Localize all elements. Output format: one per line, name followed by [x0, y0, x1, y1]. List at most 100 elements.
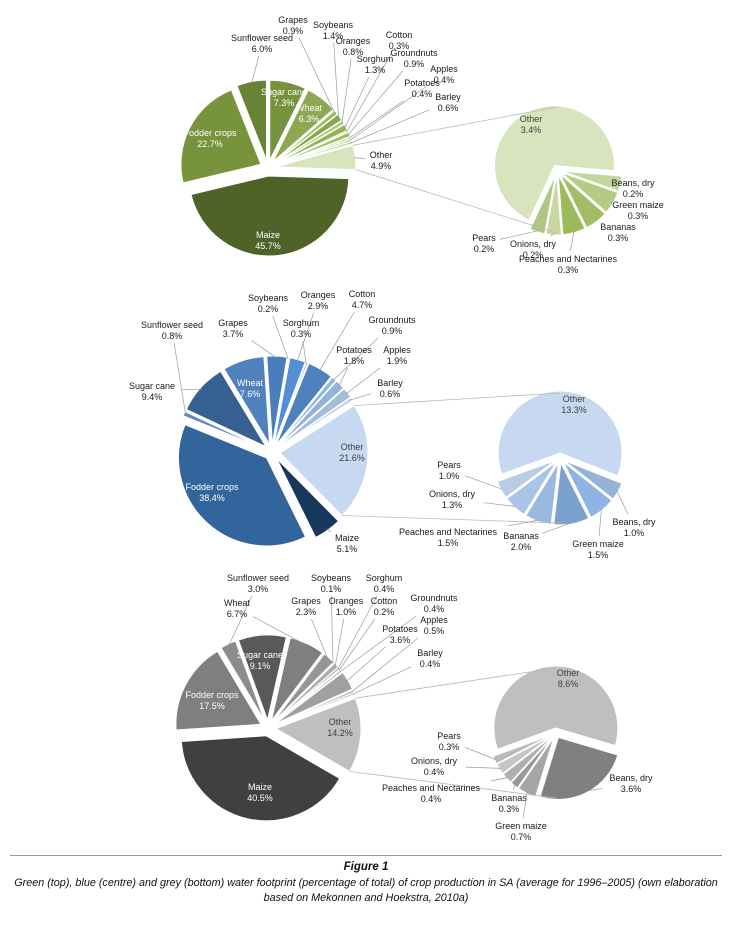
main-pie-slice — [274, 697, 362, 773]
secondary-pie-slice — [529, 174, 556, 235]
slice-label: Beans, dry 0.2% — [611, 178, 655, 199]
series-connector-line — [349, 771, 557, 799]
main-pie-slice — [276, 458, 340, 539]
slice-label: Barley 0.4% — [417, 648, 443, 669]
main-pie-slice — [279, 404, 369, 517]
leader-line — [311, 618, 329, 660]
secondary-pie-slice — [494, 105, 615, 221]
leader-line — [570, 231, 575, 252]
leader-line — [346, 646, 386, 682]
slice-label: Onions, dry 1.3% — [429, 489, 476, 510]
main-pie-slice — [237, 634, 287, 722]
slice-label: Other 8.6% — [557, 668, 580, 689]
leader-line — [296, 312, 314, 362]
secondary-pie-slice — [545, 174, 562, 236]
secondary-pie-slice — [553, 461, 590, 526]
slice-label: Apples 0.4% — [430, 64, 458, 85]
leader-line — [338, 367, 348, 386]
leader-line — [351, 637, 419, 693]
slice-label: Sugar cane 7.3% — [261, 87, 307, 108]
main-pie-slice — [236, 79, 267, 161]
series-connector-line — [352, 106, 558, 146]
secondary-pie-slice — [492, 734, 552, 765]
secondary-pie-slice — [493, 665, 619, 750]
slice-label: Grapes 0.9% — [278, 15, 308, 36]
leader-line — [173, 342, 186, 415]
slice-label: Cotton 4.7% — [349, 289, 376, 310]
main-pie-slice — [272, 89, 335, 163]
leader-line — [337, 595, 378, 670]
slice-label: Sunflower seed 0.8% — [141, 320, 203, 341]
slice-label: Green maize 0.7% — [495, 821, 547, 842]
leader-line — [522, 792, 528, 819]
main-pie-slice — [272, 653, 335, 723]
leader-line — [587, 787, 603, 792]
slice-label: Maize 40.5% — [247, 782, 273, 803]
slice-label: Wheat 7.6% — [237, 378, 264, 399]
slice-label: Groundnuts 0.4% — [410, 593, 458, 614]
secondary-pie-slice — [496, 459, 556, 499]
leader-line — [252, 616, 307, 646]
leader-line — [330, 595, 334, 664]
secondary-pie-slice — [497, 390, 623, 477]
main-pie-slice — [277, 380, 345, 447]
main-pie-slice — [185, 370, 268, 448]
slice-label: Oranges 0.8% — [336, 36, 371, 57]
leader-line — [344, 76, 370, 129]
leader-line — [352, 666, 412, 695]
slice-label: Barley 0.6% — [435, 92, 461, 113]
slice-label: Peaches and Nectarines 0.4% — [382, 783, 481, 804]
slice-label: Potatoes 3.6% — [382, 624, 418, 645]
main-pie-slice — [178, 424, 307, 547]
leader-line — [350, 393, 372, 401]
series-connector-line — [341, 515, 561, 524]
secondary-pie-slice — [560, 172, 619, 214]
slice-label: Green maize 1.5% — [572, 539, 624, 560]
slice-label: Other 21.6% — [339, 442, 365, 463]
slice-label: Fodder crops 22.7% — [183, 128, 237, 149]
slice-label: Other 4.9% — [370, 150, 393, 171]
slice-label: Sunflower seed 3.0% — [227, 573, 289, 594]
slice-label: Other 3.4% — [520, 114, 543, 135]
slice-label: Grapes 2.3% — [291, 596, 321, 617]
figure-caption-block: Figure 1 Green (top), blue (centre) and … — [10, 855, 722, 906]
leader-line — [228, 595, 253, 646]
leader-line — [338, 618, 376, 671]
slice-label: Grapes 3.7% — [218, 318, 248, 339]
main-pie-slice — [223, 356, 271, 445]
main-pie-slice — [180, 735, 341, 822]
series-connector-line — [354, 392, 561, 406]
leader-line — [298, 37, 336, 114]
secondary-pie-slice — [559, 173, 606, 229]
main-pie-slice — [220, 640, 266, 722]
main-pie-slice — [272, 356, 290, 445]
slice-label: Wheat 6.3% — [296, 103, 323, 124]
slice-label: Barley 0.6% — [377, 378, 403, 399]
secondary-pie-slice — [539, 736, 619, 800]
slice-label: Green maize 0.3% — [612, 200, 664, 221]
slice-label: Bananas 0.3% — [491, 793, 527, 814]
secondary-pie-slice — [563, 460, 623, 500]
slice-label: Apples 1.9% — [383, 345, 411, 366]
slice-label: Oranges 2.9% — [301, 290, 336, 311]
slice-label: Peaches and Nectarines 1.5% — [399, 527, 498, 548]
main-pie-slice — [175, 650, 262, 731]
slice-label: Pears 1.0% — [437, 460, 461, 481]
slice-label: Groundnuts 0.9% — [390, 48, 438, 69]
leader-line — [180, 388, 202, 391]
leader-line — [499, 230, 538, 240]
figure-caption: Green (top), blue (centre) and grey (bot… — [14, 877, 718, 905]
slice-label: Sorghum 1.3% — [357, 54, 394, 75]
leader-line — [542, 522, 572, 534]
main-pie-slice — [278, 396, 354, 449]
slice-label: Cotton 0.3% — [386, 30, 413, 51]
slice-label: Sorghum 0.4% — [366, 573, 403, 594]
leader-line — [353, 157, 366, 159]
leader-line — [341, 58, 352, 124]
main-pie-slice — [266, 355, 288, 445]
slice-label: Potatoes 0.4% — [404, 78, 440, 99]
secondary-pie-slice — [557, 174, 586, 236]
slice-label: Maize 45.7% — [255, 230, 281, 251]
slice-label: Onions, dry 0.2% — [510, 239, 557, 260]
slice-label: Other 13.3% — [561, 394, 587, 415]
